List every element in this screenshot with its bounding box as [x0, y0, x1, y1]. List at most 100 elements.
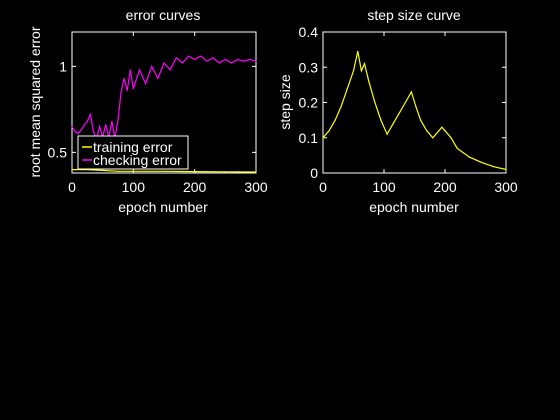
data-point [132, 88, 134, 90]
data-point [230, 62, 233, 64]
data-point [398, 112, 400, 114]
data-point [99, 126, 101, 128]
data-point [92, 131, 95, 133]
data-point [481, 161, 483, 163]
data-point [80, 129, 82, 131]
data-point [224, 171, 226, 173]
data-point [243, 60, 245, 62]
data-point [432, 137, 434, 139]
legend: training error checking error [77, 135, 189, 170]
y-axis-label: step size [277, 74, 293, 129]
data-point [102, 169, 104, 171]
data-point [132, 170, 134, 172]
data-point [83, 124, 85, 126]
data-point [218, 62, 220, 64]
data-point [117, 170, 119, 172]
data-point [105, 124, 107, 126]
data-point [352, 70, 355, 72]
chart-title: step size curve [367, 7, 461, 23]
data-point [360, 70, 362, 72]
data-point [237, 58, 239, 61]
step-size-plot: step size curve 0 100 200 30000.10.20.30.4 … [277, 7, 518, 215]
data-point [175, 57, 177, 59]
x-axis-label: epoch number [118, 199, 208, 215]
data-point [450, 137, 452, 139]
data-point [340, 105, 342, 107]
data-point [380, 119, 382, 121]
x-tick-label: 100 [122, 179, 146, 195]
data-point [224, 58, 226, 61]
data-point [357, 50, 359, 53]
data-point [86, 120, 88, 122]
data-point [126, 89, 128, 92]
data-point [368, 80, 370, 82]
data-point [200, 55, 202, 57]
data-point [374, 101, 376, 104]
legend-box [77, 135, 189, 170]
chart-title: error curves [126, 7, 201, 23]
data-point [77, 132, 79, 135]
data-point [363, 63, 366, 65]
y-tick-label: 0.4 [299, 24, 319, 40]
data-point [334, 119, 336, 121]
x-tick-label: 0 [68, 179, 76, 195]
data-point [410, 91, 412, 93]
data-point [163, 62, 165, 64]
data-point [157, 77, 159, 79]
data-point [415, 105, 417, 107]
data-point [206, 60, 208, 62]
data-point [212, 57, 214, 59]
data-point [120, 91, 122, 93]
data-point [111, 120, 113, 122]
x-tick-label: 0 [319, 179, 327, 195]
x-tick-label: 300 [244, 179, 268, 195]
legend-label-training-error: training error [93, 139, 173, 155]
y-tick-label: 0.5 [48, 144, 68, 160]
x-tick-label: 200 [433, 179, 457, 195]
data-point [129, 69, 131, 71]
data-point [346, 87, 348, 89]
legend-label-checking-error: checking error [93, 152, 182, 168]
data-point [438, 130, 440, 132]
data-point [505, 168, 507, 171]
data-point [404, 101, 406, 104]
y-tick-label: 0.2 [299, 95, 319, 111]
data-point [420, 119, 422, 121]
data-point [328, 130, 330, 132]
data-point [456, 147, 458, 149]
data-point [444, 130, 446, 132]
y-axis-label: root mean squared error [27, 26, 43, 177]
data-point [187, 55, 190, 57]
data-point [181, 62, 183, 64]
data-point [123, 77, 125, 79]
data-point [71, 169, 73, 171]
data-point [89, 113, 91, 116]
series-line-series-0 [322, 51, 507, 171]
data-point [74, 131, 76, 133]
y-tick-label: 1 [59, 58, 67, 74]
data-point [255, 60, 257, 62]
data-point [117, 119, 119, 121]
data-point [138, 69, 141, 71]
y-tick-label: 0.1 [299, 130, 319, 146]
error-curves-plot: error curves 0 100 200 300 0.5 1 epoch number… [27, 7, 268, 215]
data-point [255, 171, 257, 173]
data-point [169, 69, 171, 71]
y-tick-label: 0.3 [299, 59, 319, 75]
data-point [322, 137, 324, 139]
data-point [249, 58, 251, 61]
x-axis-label: epoch number [369, 199, 459, 215]
x-tick-label: 300 [494, 179, 518, 195]
data-point [441, 126, 443, 128]
data-point [194, 58, 196, 61]
y-tick-label: 0 [310, 165, 318, 181]
x-tick-label: 100 [372, 179, 396, 195]
data-point [145, 83, 147, 85]
data-point [163, 170, 165, 172]
data-point [71, 126, 73, 128]
data-point [493, 166, 495, 168]
data-point [151, 65, 153, 67]
data-point [426, 130, 428, 132]
x-tick-label: 200 [183, 179, 207, 195]
